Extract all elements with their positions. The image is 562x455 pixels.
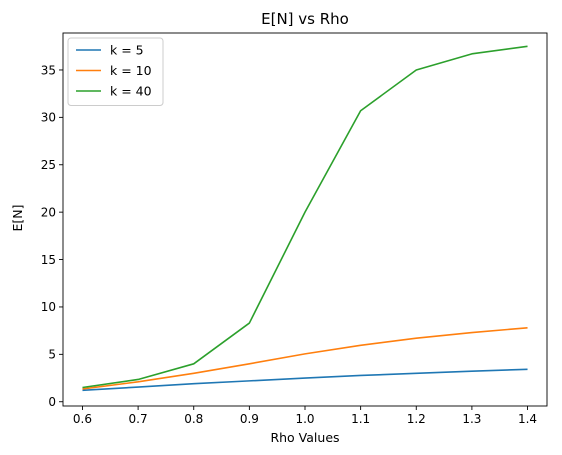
x-axis-label: Rho Values	[270, 430, 339, 445]
y-tick-label: 15	[41, 253, 56, 267]
y-tick-label: 0	[48, 395, 56, 409]
y-tick-label: 35	[41, 63, 56, 77]
x-tick-label: 0.8	[184, 412, 203, 426]
y-tick-label: 10	[41, 300, 56, 314]
chart-title: E[N] vs Rho	[261, 10, 349, 28]
y-tick-label: 5	[48, 348, 56, 362]
legend-label-2: k = 10	[110, 63, 152, 78]
y-tick-label: 25	[41, 158, 56, 172]
x-tick-label: 0.6	[73, 412, 92, 426]
x-tick-label: 1.2	[407, 412, 426, 426]
legend-label-1: k = 5	[110, 43, 144, 58]
legend-box	[67, 37, 164, 106]
x-tick-label: 1.1	[351, 412, 370, 426]
series-line-2	[82, 327, 528, 390]
series-line-3	[82, 45, 528, 389]
legend-label-3: k = 40	[110, 84, 152, 99]
x-tick-label: 1.3	[462, 412, 481, 426]
x-tick-label: 1.0	[295, 412, 314, 426]
x-tick-label: 0.9	[240, 412, 259, 426]
axes-layer: 0.6 0.7 0.8 0.9 1.0 1.1 1.2 1.3 1.4 0 5 10 15 20 25 30 3…	[41, 32, 548, 426]
x-tick-label: 1.4	[518, 412, 537, 426]
x-tick-label: 0.7	[129, 412, 148, 426]
y-tick-label: 20	[41, 205, 56, 219]
y-axis-label: E[N]	[10, 204, 25, 231]
legend: k = 5 k = 10 k = 40	[67, 37, 164, 106]
y-tick-label: 30	[41, 111, 56, 125]
series-layer	[82, 45, 528, 392]
series-line-1	[82, 368, 528, 392]
